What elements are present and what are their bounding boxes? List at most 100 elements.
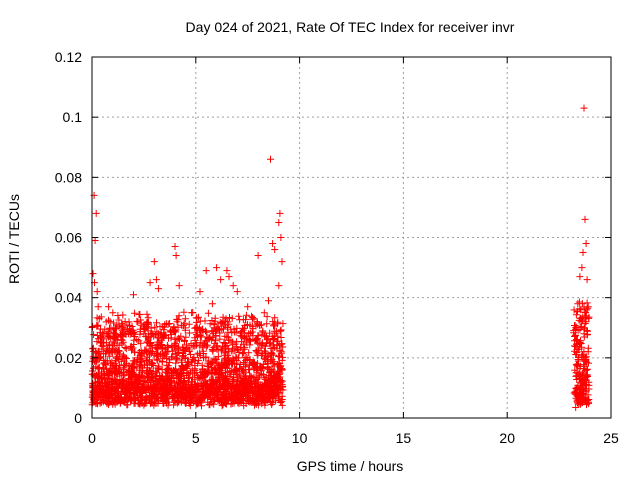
data-point (204, 359, 212, 367)
data-point (265, 393, 273, 401)
data-point (216, 383, 224, 391)
data-point (205, 401, 213, 409)
data-point (187, 351, 194, 358)
data-point (276, 373, 284, 381)
data-point (157, 342, 164, 350)
data-point (190, 353, 198, 361)
data-point (254, 332, 262, 340)
data-point (267, 394, 275, 402)
data-point (157, 383, 164, 391)
data-point (92, 209, 100, 217)
data-point (584, 391, 592, 399)
data-point (111, 360, 119, 368)
data-point (572, 324, 580, 332)
data-point (161, 321, 169, 329)
data-point (259, 328, 267, 336)
data-point (139, 364, 147, 372)
data-point (134, 383, 142, 391)
data-point (171, 328, 179, 336)
data-point (196, 317, 204, 325)
data-point (225, 397, 232, 404)
data-point (223, 267, 231, 275)
data-point (249, 314, 257, 321)
x-tick-label: 20 (499, 430, 515, 446)
data-point (571, 388, 579, 396)
data-point (257, 363, 264, 371)
data-point (111, 330, 119, 338)
data-point (230, 397, 238, 405)
data-point (225, 357, 233, 365)
data-point (102, 365, 110, 373)
data-point (271, 314, 279, 322)
data-point (165, 398, 173, 406)
data-point (239, 340, 247, 348)
data-point (119, 311, 127, 319)
data-point (123, 355, 130, 363)
data-point (278, 397, 286, 405)
data-point (240, 345, 248, 353)
data-point (581, 215, 589, 223)
data-point (175, 312, 183, 320)
data-point (238, 350, 246, 358)
data-point (572, 311, 580, 319)
data-point (172, 391, 180, 399)
data-point (127, 386, 135, 394)
data-point (278, 258, 286, 266)
data-point (122, 345, 130, 353)
data-point (126, 393, 134, 401)
data-point (279, 320, 287, 328)
data-point (122, 384, 129, 392)
data-point (147, 324, 155, 332)
data-point (150, 382, 158, 390)
data-point (193, 314, 201, 322)
data-point (105, 303, 113, 311)
data-point (228, 314, 236, 322)
data-point (91, 237, 99, 244)
data-point (196, 332, 204, 339)
data-point (155, 362, 163, 370)
data-point (150, 258, 158, 266)
data-point (113, 368, 121, 376)
data-point (119, 377, 127, 385)
data-point (585, 398, 592, 406)
data-point (196, 288, 204, 296)
data-point (90, 331, 98, 339)
data-point (117, 357, 125, 365)
data-point (185, 358, 193, 366)
data-point (581, 320, 589, 327)
data-point (240, 363, 248, 371)
data-point (225, 273, 233, 281)
data-point (229, 396, 237, 404)
data-point (242, 316, 249, 324)
data-point (173, 318, 181, 326)
data-point (140, 330, 148, 338)
data-point (151, 374, 159, 382)
data-point (153, 328, 161, 336)
data-point (251, 373, 259, 381)
data-point (186, 384, 194, 392)
data-point (253, 348, 261, 356)
data-point (276, 363, 284, 371)
data-point (155, 377, 163, 385)
data-point (102, 350, 109, 358)
data-point (274, 367, 282, 375)
data-point (583, 397, 591, 404)
data-point (233, 359, 241, 367)
data-point (119, 383, 126, 391)
data-point (202, 378, 210, 386)
data-point (205, 383, 213, 391)
data-point (222, 315, 230, 323)
data-point (237, 398, 245, 406)
data-point (241, 329, 249, 337)
data-point (89, 383, 97, 391)
data-point (214, 323, 222, 331)
data-point (578, 390, 586, 398)
data-point (236, 391, 244, 399)
data-point (127, 379, 135, 387)
data-point (190, 342, 198, 350)
data-point (95, 365, 102, 373)
data-point (233, 288, 241, 296)
data-point (211, 339, 219, 347)
data-point (123, 401, 131, 409)
data-point (219, 318, 227, 326)
